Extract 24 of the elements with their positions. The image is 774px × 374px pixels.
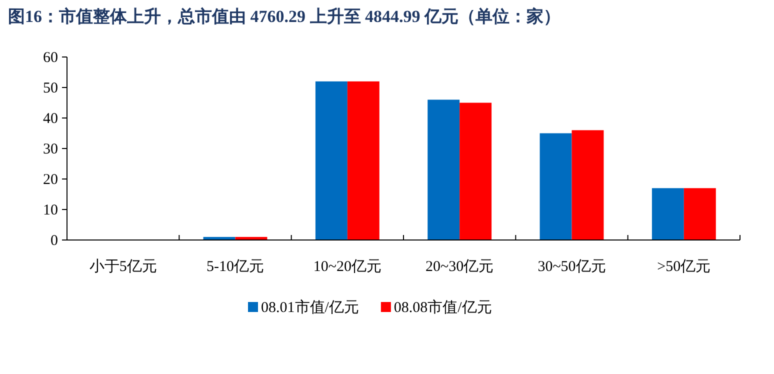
- y-tick-label: 0: [50, 233, 58, 249]
- x-tick-label: 5-10亿元: [206, 259, 264, 275]
- bar: [347, 81, 380, 240]
- legend-label: 08.01市值/亿元: [261, 299, 359, 316]
- x-tick-label: 20~30亿元: [426, 259, 494, 275]
- legend-label: 08.08市值/亿元: [394, 299, 492, 316]
- bar: [315, 81, 348, 240]
- bar: [460, 102, 492, 240]
- y-tick-label: 10: [43, 202, 58, 218]
- y-tick-label: 50: [43, 80, 58, 96]
- bar: [428, 100, 460, 240]
- bar: [540, 133, 572, 240]
- y-tick-label: 40: [43, 111, 58, 127]
- x-tick-label: >50亿元: [657, 259, 711, 275]
- y-tick-label: 30: [43, 142, 58, 158]
- chart-title: 图16：市值整体上升，总市值由 4760.29 上升至 4844.99 亿元（单位：家）: [8, 7, 560, 26]
- bar: [572, 130, 604, 240]
- bar: [684, 188, 716, 240]
- x-tick-label: 10~20亿元: [313, 259, 382, 275]
- x-tick-label: 小于5亿元: [89, 258, 157, 275]
- y-tick-label: 60: [43, 50, 58, 66]
- y-tick-label: 20: [43, 172, 58, 188]
- x-tick-label: 30~50亿元: [538, 259, 606, 275]
- bar: [652, 188, 684, 240]
